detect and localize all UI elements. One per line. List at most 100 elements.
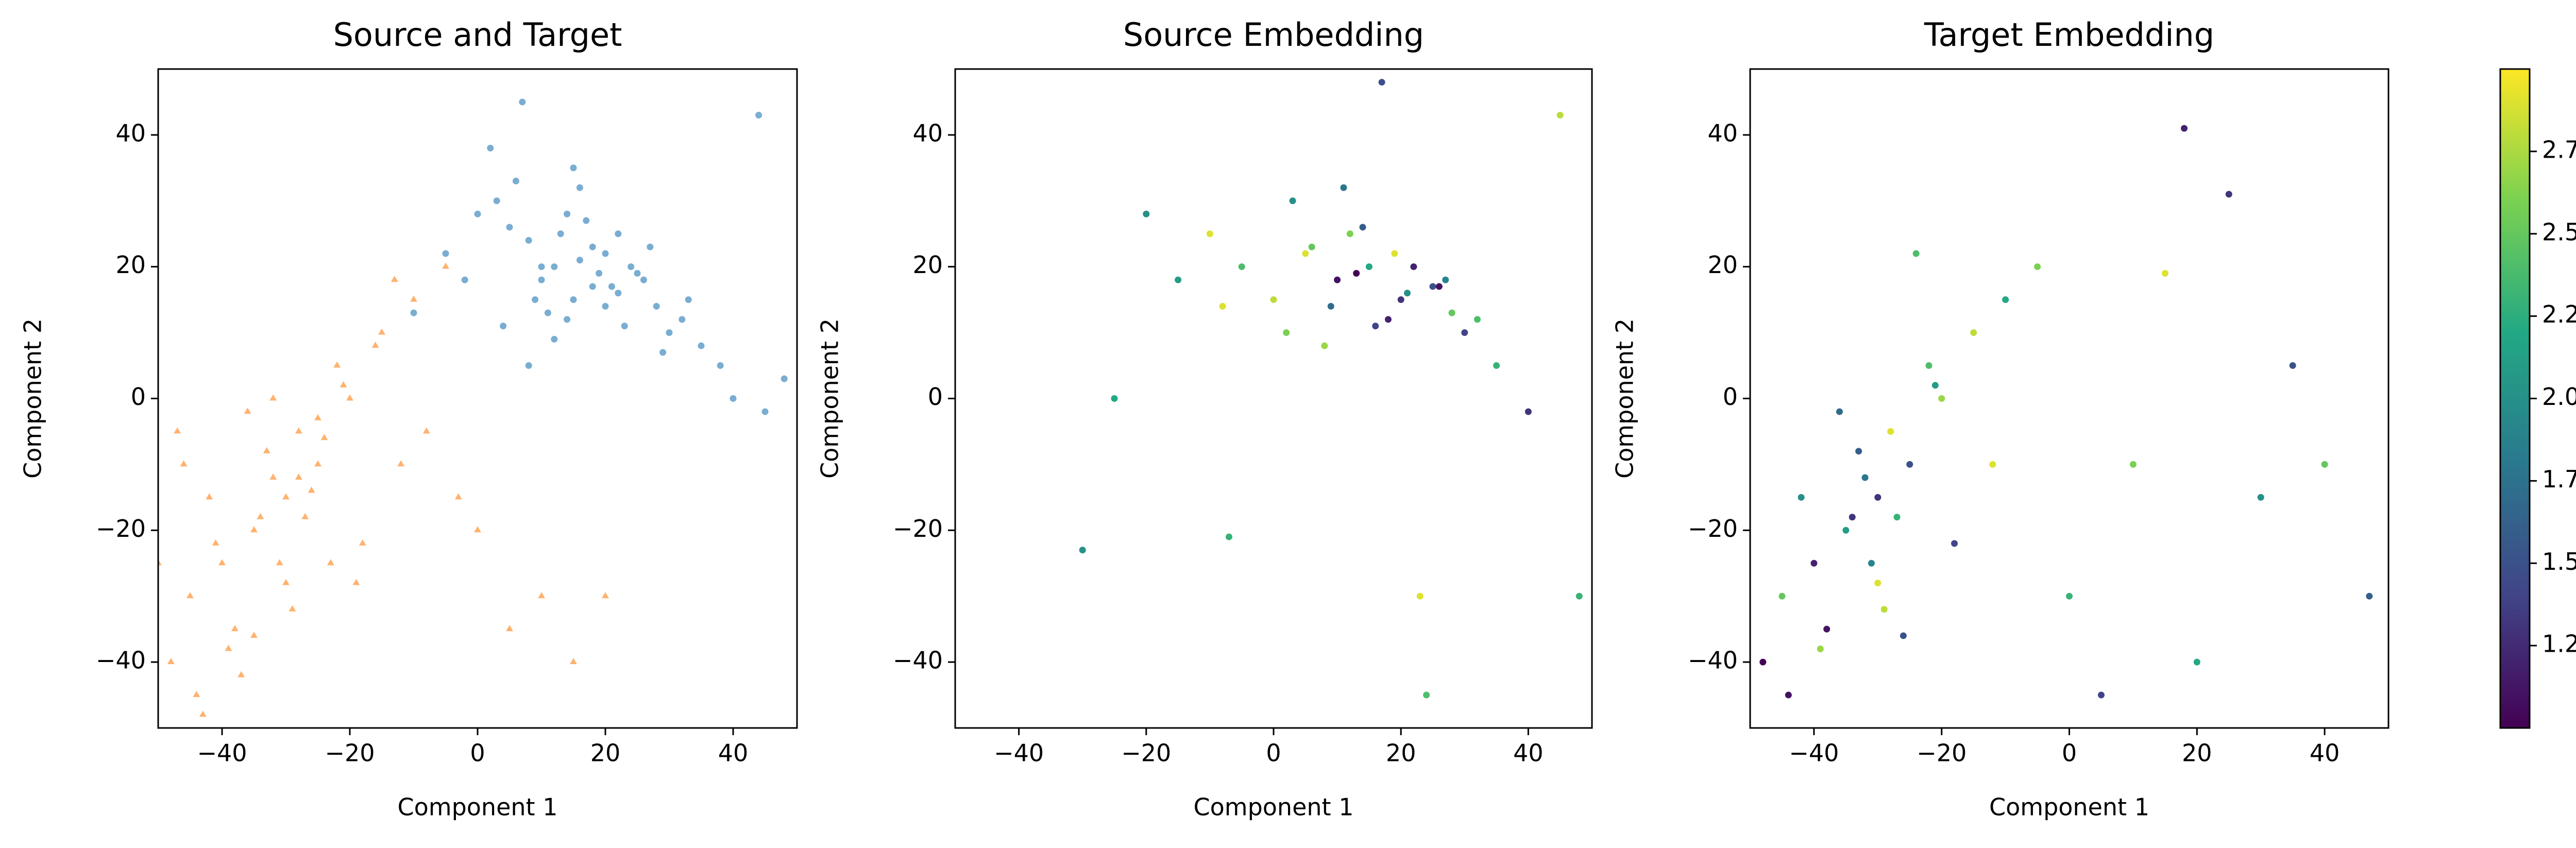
colorbar-tick-label: 1.50 <box>2542 548 2576 575</box>
point <box>621 323 628 330</box>
x-tick-label: 0 <box>2062 739 2077 767</box>
point <box>340 381 347 387</box>
point <box>1493 362 1500 369</box>
point <box>308 486 315 493</box>
x-tick-label: −20 <box>1917 739 1967 767</box>
y-tick-label: 0 <box>131 383 146 411</box>
y-tick-label: 40 <box>1707 119 1738 147</box>
point <box>1938 395 1945 402</box>
point <box>2257 494 2264 501</box>
point <box>538 592 545 599</box>
point <box>461 276 468 283</box>
point <box>761 408 769 415</box>
point <box>1861 474 1869 481</box>
point <box>1970 329 1977 336</box>
point <box>564 210 571 217</box>
colorbar-tick-label: 2.50 <box>2542 218 2576 246</box>
point <box>1359 224 1366 231</box>
point <box>1931 382 1939 389</box>
point <box>634 269 641 277</box>
point <box>1855 448 1862 455</box>
point <box>557 230 564 238</box>
colorbar-tick-label: 1.75 <box>2542 465 2576 493</box>
point <box>167 658 175 665</box>
point <box>602 250 609 257</box>
point <box>1302 250 1309 257</box>
colorbar-tick-label: 2.00 <box>2542 383 2576 411</box>
points <box>1079 79 1583 699</box>
point <box>1842 527 1850 534</box>
axes: Source Embedding Component 1 Component 2 −4… <box>816 16 1593 821</box>
point <box>1175 276 1182 283</box>
point <box>320 434 328 440</box>
x-tick-label: 0 <box>470 739 485 767</box>
point <box>1416 592 1423 600</box>
point <box>544 309 551 316</box>
point <box>1143 210 1150 217</box>
points <box>158 98 788 717</box>
point <box>180 460 188 467</box>
point <box>1429 283 1436 290</box>
point <box>1238 263 1245 270</box>
point <box>391 276 398 282</box>
x-tick-label: 40 <box>718 739 749 767</box>
y-tick-label: −40 <box>1688 647 1738 674</box>
point <box>570 658 577 665</box>
point <box>1327 302 1334 310</box>
colorbar: 1.251.501.752.002.252.502.75θE <box>2499 68 2576 729</box>
point <box>1912 250 1920 257</box>
point <box>1925 362 1933 369</box>
point <box>1951 540 1958 547</box>
point <box>206 493 213 500</box>
point <box>295 473 302 480</box>
axes-frame <box>157 68 798 729</box>
point <box>2321 461 2328 468</box>
point <box>1289 197 1296 205</box>
point <box>1461 329 1468 336</box>
y-axis-label: Component 2 <box>816 318 844 479</box>
point <box>519 98 526 106</box>
point <box>346 394 353 401</box>
point <box>2066 592 2073 600</box>
x-tick-label: −20 <box>325 739 375 767</box>
x-axis-label: Component 1 <box>398 793 558 821</box>
point <box>442 250 449 257</box>
x-tick-label: 40 <box>2310 739 2340 767</box>
point <box>1397 296 1404 303</box>
point <box>174 427 181 434</box>
point <box>538 263 545 270</box>
point <box>717 362 724 369</box>
point <box>602 592 609 599</box>
point <box>2193 658 2200 666</box>
point <box>282 493 290 500</box>
point <box>1474 316 1481 323</box>
point <box>1384 316 1392 323</box>
point <box>1893 514 1901 521</box>
point <box>493 197 500 205</box>
y-tick-label: −40 <box>96 647 146 674</box>
point <box>269 394 277 401</box>
point <box>1868 559 1875 567</box>
point <box>1372 323 1379 330</box>
point <box>1836 408 1843 415</box>
x-tick-label: −20 <box>1121 739 1171 767</box>
axes-title: Source Embedding <box>1123 16 1424 54</box>
point <box>615 230 622 238</box>
point <box>2289 362 2296 369</box>
point <box>538 276 545 283</box>
point <box>352 579 360 585</box>
point <box>1778 592 1786 600</box>
colorbar-tick-label: 2.75 <box>2542 135 2576 163</box>
point <box>730 395 737 402</box>
y-tick-label: 20 <box>912 251 943 279</box>
point <box>564 316 571 323</box>
point <box>1378 79 1385 86</box>
point <box>570 164 577 172</box>
point <box>1442 276 1449 283</box>
point <box>1798 494 1805 501</box>
point <box>1906 461 1913 468</box>
x-tick-label: 0 <box>1266 739 1281 767</box>
y-tick-label: 40 <box>115 119 146 147</box>
axes-title: Target Embedding <box>1924 16 2214 54</box>
x-axis-label: Component 1 <box>1989 793 2149 821</box>
